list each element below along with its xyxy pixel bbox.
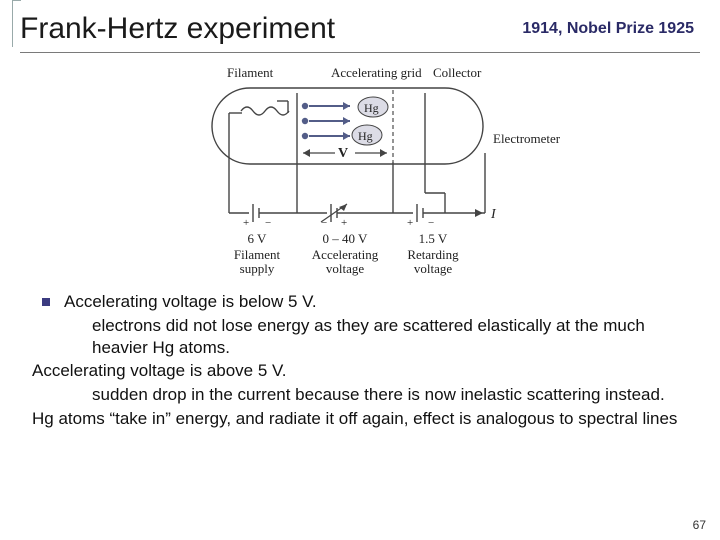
svg-text:0 – 40 V: 0 – 40 V (323, 231, 369, 246)
body-line-2: electrons did not lose energy as they ar… (32, 315, 694, 359)
svg-text:Electrometer: Electrometer (493, 131, 561, 146)
svg-text:+: + (243, 217, 249, 229)
svg-text:6 V: 6 V (248, 231, 268, 246)
svg-text:−: − (428, 217, 434, 229)
body-line-3: Accelerating voltage is above 5 V. (32, 360, 694, 382)
slide-subtitle: 1914, Nobel Prize 1925 (522, 20, 700, 38)
body-line-4: sudden drop in the current because there… (32, 384, 694, 406)
bullet-row: Accelerating voltage is below 5 V. (32, 291, 694, 313)
slide-body: Accelerating voltage is below 5 V. elect… (20, 291, 700, 430)
svg-text:Filament: Filament (234, 247, 281, 262)
svg-text:Accelerating: Accelerating (312, 247, 379, 262)
svg-text:I: I (490, 207, 497, 222)
svg-text:Hg: Hg (364, 101, 379, 115)
slide: Frank-Hertz experiment 1914, Nobel Prize… (0, 0, 720, 540)
svg-text:voltage: voltage (326, 261, 364, 276)
svg-text:Filament: Filament (227, 65, 274, 80)
bullet-text-1: Accelerating voltage is below 5 V. (64, 291, 694, 313)
slide-number: 67 (693, 518, 706, 532)
svg-text:1.5 V: 1.5 V (419, 231, 448, 246)
svg-text:Hg: Hg (358, 129, 373, 143)
svg-text:+: + (407, 217, 413, 229)
svg-text:Retarding: Retarding (407, 247, 459, 262)
svg-text:−: − (265, 217, 271, 229)
svg-text:supply: supply (240, 261, 275, 276)
apparatus-diagram: Hg Hg Filament Accelerating grid Collector V +… (145, 63, 575, 283)
slide-title: Frank-Hertz experiment (20, 12, 335, 46)
bullet-icon (42, 298, 50, 306)
svg-text:V: V (338, 146, 348, 161)
body-line-5: Hg atoms “take in” energy, and radiate i… (32, 408, 694, 430)
svg-text:Collector: Collector (433, 65, 482, 80)
svg-text:+: + (341, 217, 347, 229)
title-bar: Frank-Hertz experiment 1914, Nobel Prize… (20, 12, 700, 53)
svg-text:Accelerating grid: Accelerating grid (331, 65, 422, 80)
svg-text:voltage: voltage (414, 261, 452, 276)
